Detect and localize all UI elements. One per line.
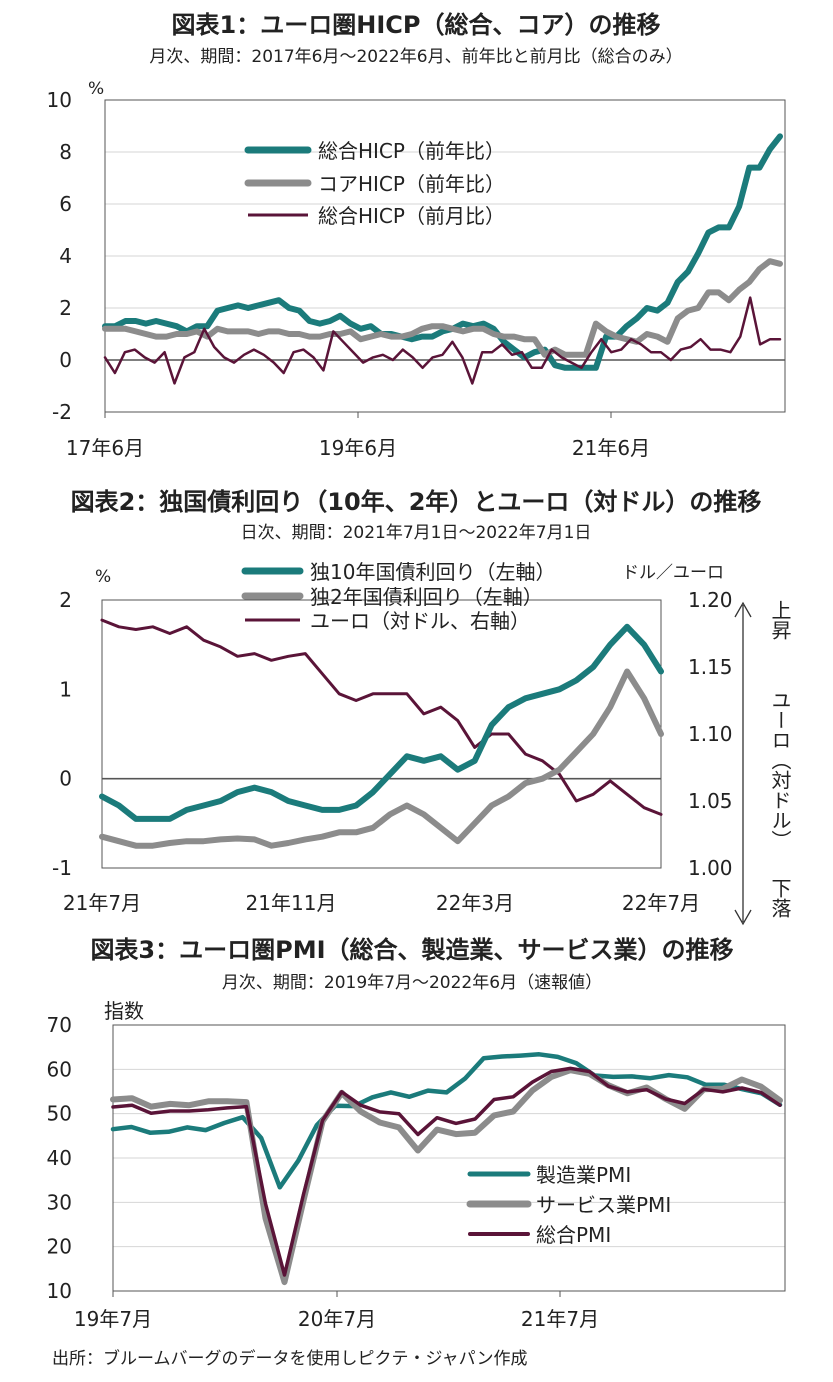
chart1-series-line-core bbox=[102, 258, 783, 358]
chart3-y-tick-label: 30 bbox=[47, 1190, 72, 1214]
chart2-y-tick-label-left: 2 bbox=[59, 588, 72, 612]
chart1-x-tick-label: 21年6月 bbox=[572, 436, 650, 460]
chart1-title: 図表1：ユーロ圏HICP（総合、コア）の推移 bbox=[172, 11, 661, 39]
chart3-x-tick-label: 21年7月 bbox=[521, 1307, 599, 1331]
chart2-x-ticks: 21年7月 21年11月 22年3月 22年7月 bbox=[63, 891, 700, 915]
chart3-y-tick-label: 70 bbox=[47, 1013, 72, 1037]
chart3-series-lines bbox=[110, 1052, 783, 1286]
chart3-y-tick-label: 20 bbox=[47, 1235, 72, 1259]
chart1-y-unit: % bbox=[88, 79, 104, 99]
chart1-series-lines bbox=[102, 133, 783, 385]
chart2-y-tick-label-right: 1.20 bbox=[688, 588, 733, 612]
chart2-legend-bund2: 独2年国債利回り（左軸） bbox=[310, 585, 543, 609]
chart1-plot-frame bbox=[104, 99, 786, 413]
chart2-y-tick-label-left: 1 bbox=[59, 677, 72, 701]
chart2-arrow-down-head bbox=[734, 909, 752, 926]
chart1-legend-core: コアHICP（前年比） bbox=[318, 172, 505, 196]
chart1-legend-mom: 総合HICP（前月比） bbox=[318, 204, 505, 228]
chart2-y-tick-label-left: -1 bbox=[52, 856, 72, 880]
chart3-legend-mfg: 製造業PMI bbox=[536, 1163, 631, 1187]
chart2-x-tick-label: 21年7月 bbox=[63, 891, 141, 915]
chart2-series-line-bund2 bbox=[99, 668, 664, 849]
chart2-arrow-up-head bbox=[734, 601, 752, 618]
chart2-y-ticks-left: 2 1 0 -1 bbox=[52, 588, 72, 880]
chart2-legend: 独10年国債利回り（左軸） 独2年国債利回り（左軸） ユーロ（対ドル、右軸） bbox=[241, 560, 555, 633]
chart2-y-tick-label-right: 1.00 bbox=[688, 856, 733, 880]
chart2-arrow-label-middle: ユーロ（対ドル） bbox=[768, 690, 792, 850]
chart2-y-unit-right: ドル／ユーロ bbox=[622, 563, 724, 583]
chart3-y-tick-label: 10 bbox=[47, 1279, 72, 1303]
chart1-x-tick-label: 19年6月 bbox=[319, 436, 397, 460]
chart2-y-tick-label-right: 1.10 bbox=[688, 722, 733, 746]
chart2: 図表2：独国債利回り（10年、2年）とユーロ（対ドル）の推移 日次、期間：202… bbox=[52, 488, 800, 930]
chart2-y-tick-label-left: 0 bbox=[59, 767, 72, 791]
chart3-y-tick-label: 50 bbox=[47, 1102, 72, 1126]
chart1-y-tick-label: 0 bbox=[59, 348, 72, 372]
chart2-subtitle: 日次、期間：2021年7月1日～2022年7月1日 bbox=[241, 523, 592, 543]
chart1-y-ticks: 10 8 6 4 2 0 -2 bbox=[47, 88, 72, 424]
chart2-direction-arrow: 上昇 ユーロ（対ドル） 下落 bbox=[734, 600, 800, 930]
chart2-y-ticks-right: 1.20 1.15 1.10 1.05 1.00 bbox=[688, 588, 733, 880]
chart2-legend-eur: ユーロ（対ドル、右軸） bbox=[310, 609, 530, 633]
source-note: 出所：ブルームバーグのデータを使用しピクテ・ジャパン作成 bbox=[52, 1348, 528, 1369]
chart2-arrow-label-down: 下落 bbox=[768, 878, 792, 918]
chart2-legend-bund10: 独10年国債利回り（左軸） bbox=[310, 560, 555, 584]
chart1-series-line-mom bbox=[103, 296, 782, 385]
chart1-y-tick-label: 8 bbox=[59, 140, 72, 164]
chart3-subtitle: 月次、期間：2019年7月～2022年6月（速報値） bbox=[222, 973, 602, 993]
chart3-y-tick-label: 40 bbox=[47, 1146, 72, 1170]
chart1-subtitle: 月次、期間：2017年6月～2022年6月、前年比と前月比（総合のみ） bbox=[149, 47, 682, 67]
chart2-series-line-eur bbox=[100, 618, 663, 816]
chart3-legend: 製造業PMI サービス業PMI 総合PMI bbox=[466, 1163, 671, 1247]
chart3-plot-frame bbox=[112, 1024, 786, 1292]
chart1: 図表1：ユーロ圏HICP（総合、コア）の推移 月次、期間：2017年6月～202… bbox=[47, 11, 786, 460]
chart1-y-tick-label: 6 bbox=[59, 192, 72, 216]
chart1-y-tick-label: 2 bbox=[59, 296, 72, 320]
chart2-title: 図表2：独国債利回り（10年、2年）とユーロ（対ドル）の推移 bbox=[71, 488, 762, 516]
chart2-series-lines bbox=[99, 618, 664, 849]
chart2-x-tick-label: 22年7月 bbox=[622, 891, 700, 915]
chart3-x-tick-label: 20年7月 bbox=[298, 1307, 376, 1331]
chart2-x-tick-label: 21年11月 bbox=[246, 891, 337, 915]
chart1-series-line-headline bbox=[102, 133, 783, 371]
chart1-y-tick-label: 10 bbox=[47, 88, 72, 112]
chart2-y-unit-left: % bbox=[95, 567, 111, 587]
chart1-x-tick-label: 17年6月 bbox=[66, 436, 144, 460]
chart1-x-ticks: 17年6月 19年6月 21年6月 bbox=[66, 412, 650, 460]
chart2-arrow-label-bg bbox=[760, 600, 800, 930]
chart3-series-line-mfg bbox=[110, 1052, 783, 1190]
chart2-x-tick-label: 22年3月 bbox=[436, 891, 514, 915]
chart3: 図表3：ユーロ圏PMI（総合、製造業、サービス業）の推移 月次、期間：2019年… bbox=[47, 936, 786, 1331]
chart3-gridlines bbox=[113, 1068, 785, 1248]
chart1-legend: 総合HICP（前年比） コアHICP（前年比） 総合HICP（前月比） bbox=[244, 139, 505, 228]
chart2-y-tick-label-right: 1.05 bbox=[688, 789, 733, 813]
chart3-y-ticks: 70 60 50 40 30 20 10 bbox=[47, 1013, 72, 1303]
chart3-legend-svc: サービス業PMI bbox=[536, 1193, 671, 1217]
chart2-y-tick-label-right: 1.15 bbox=[688, 655, 733, 679]
chart1-y-tick-label: -2 bbox=[52, 400, 72, 424]
chart3-series-line-comp bbox=[111, 1066, 782, 1277]
chart3-y-tick-label: 60 bbox=[47, 1057, 72, 1081]
chart3-x-ticks: 19年7月 20年7月 21年7月 bbox=[74, 1291, 599, 1331]
chart1-y-tick-label: 4 bbox=[59, 244, 72, 268]
chart1-legend-headline: 総合HICP（前年比） bbox=[318, 139, 505, 163]
chart2-series-line-bund10 bbox=[99, 623, 664, 822]
chart2-plot-frame bbox=[101, 599, 662, 869]
chart3-x-tick-label: 19年7月 bbox=[74, 1307, 152, 1331]
chart3-y-unit: 指数 bbox=[104, 999, 144, 1023]
chart2-arrow-label-up: 上昇 bbox=[768, 600, 792, 640]
chart3-legend-comp: 総合PMI bbox=[536, 1223, 611, 1247]
chart3-title: 図表3：ユーロ圏PMI（総合、製造業、サービス業）の推移 bbox=[90, 936, 733, 964]
